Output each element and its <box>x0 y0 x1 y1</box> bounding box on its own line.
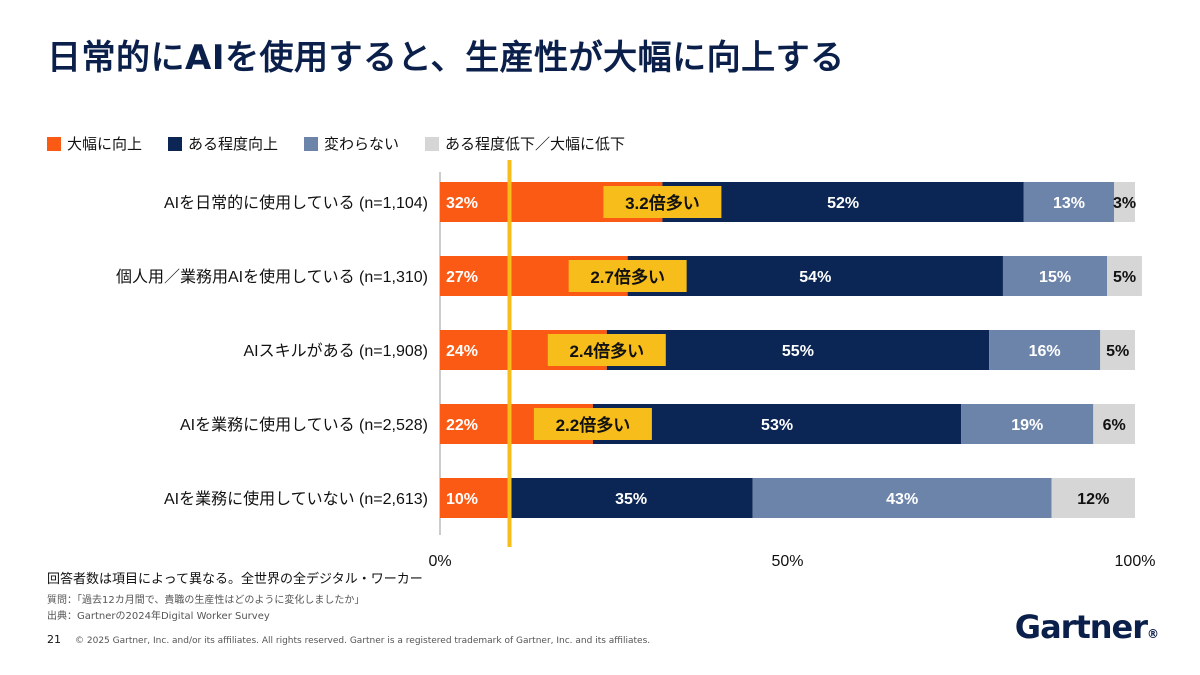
legend-swatch <box>304 136 319 151</box>
x-tick-label: 50% <box>771 553 803 570</box>
bar-segment <box>961 404 1094 444</box>
multiplier-label: 3.2倍多い <box>625 193 700 213</box>
data-label: 19% <box>1011 417 1043 434</box>
category-label: AIを日常的に使用している (n=1,104) <box>164 194 428 212</box>
bar-segment <box>592 404 962 444</box>
data-label: 54% <box>799 269 831 286</box>
category-label: AIを業務に使用していない (n=2,613) <box>164 490 428 508</box>
bar-segment <box>509 478 753 518</box>
data-label: 27% <box>446 269 478 286</box>
data-label: 13% <box>1053 195 1085 212</box>
data-label: 6% <box>1103 417 1126 434</box>
legend-swatch <box>47 136 61 151</box>
data-label: 43% <box>886 491 918 508</box>
note-source: 出典：Gartnerの2024年Digital Worker Survey <box>47 611 270 622</box>
bar-segment <box>606 330 990 370</box>
logo-text: Gartner <box>1014 608 1148 646</box>
multiplier-badge <box>603 186 722 218</box>
bar-segment <box>627 256 1003 296</box>
multiplier-badge <box>533 408 652 440</box>
data-label: 53% <box>761 417 793 434</box>
legend-item-decline: ある程度低下／大幅に低下 <box>425 133 625 154</box>
data-label: 15% <box>1039 269 1071 286</box>
legend-label: 変わらない <box>324 135 400 153</box>
data-label: 24% <box>446 343 478 360</box>
data-label: 52% <box>827 195 859 212</box>
note-question: 質問：「過去12カ月間で、貴職の生産性はどのように変化しましたか」 <box>47 595 365 606</box>
legend-swatch <box>168 136 183 151</box>
category-label: AIスキルがある (n=1,908) <box>243 342 428 360</box>
bar-segment <box>662 182 1024 222</box>
x-tick-label: 100% <box>1115 553 1156 570</box>
multiplier-label: 2.2倍多い <box>556 415 631 435</box>
data-label: 10% <box>446 491 478 508</box>
multiplier-badge <box>547 334 666 366</box>
data-label: 32% <box>446 195 478 212</box>
data-label: 5% <box>1106 343 1129 360</box>
bar-segment <box>1100 330 1135 370</box>
legend-item-some-improve: ある程度向上 <box>168 133 278 154</box>
data-label: 16% <box>1029 343 1061 360</box>
legend-item-major-improve: 大幅に向上 <box>47 133 142 154</box>
logo-mark: ® <box>1147 627 1159 641</box>
data-label: 35% <box>615 491 647 508</box>
multiplier-label: 2.7倍多い <box>590 267 665 287</box>
legend-label: ある程度低下／大幅に低下 <box>445 135 626 153</box>
category-label: AIを業務に使用している (n=2,528) <box>180 416 428 434</box>
page-title: 日常的にAIを使用すると、生産性が大幅に向上する <box>47 38 845 78</box>
multiplier-badge <box>568 260 687 292</box>
legend-label: 大幅に向上 <box>67 135 143 153</box>
multiplier-label: 2.4倍多い <box>569 341 644 361</box>
legend-item-no-change: 変わらない <box>304 133 399 154</box>
data-label: 55% <box>782 343 814 360</box>
data-label: 3% <box>1113 195 1136 212</box>
bar-segment <box>1093 404 1135 444</box>
bar-segment <box>440 478 510 518</box>
chart-notes: 回答者数は項目によって異なる。全世界の全デジタル・ワーカー 質問：「過去12カ月… <box>47 568 423 622</box>
bar-segment <box>989 330 1101 370</box>
page-number: 21 <box>47 633 61 646</box>
chart-legend: 大幅に向上 ある程度向上 変わらない ある程度低下／大幅に低下 <box>47 133 625 154</box>
bar-segment <box>1114 182 1135 222</box>
note-respondents: 回答者数は項目によって異なる。全世界の全デジタル・ワーカー <box>47 572 423 587</box>
gartner-logo: Gartner® <box>1014 608 1159 646</box>
bar-segment <box>1002 256 1108 296</box>
bar-segment <box>1023 182 1115 222</box>
data-label: 12% <box>1077 491 1109 508</box>
data-label: 5% <box>1113 269 1136 286</box>
bar-segment <box>752 478 1052 518</box>
stacked-bar-chart: AIを日常的に使用している (n=1,104) 32% 52% 13% 3% 3.2倍多い… <box>116 160 1156 570</box>
data-label: 22% <box>446 417 478 434</box>
category-label: 個人用／業務用AIを使用している (n=1,310) <box>116 268 428 286</box>
copyright: © 2025 Gartner, Inc. and/or its affiliat… <box>75 636 651 646</box>
bar-segment <box>1051 478 1135 518</box>
legend-swatch <box>425 136 440 151</box>
footer: 21 © 2025 Gartner, Inc. and/or its affil… <box>47 633 650 646</box>
bar-segment <box>1107 256 1142 296</box>
legend-label: ある程度向上 <box>188 135 279 153</box>
x-tick-label: 0% <box>428 553 451 570</box>
